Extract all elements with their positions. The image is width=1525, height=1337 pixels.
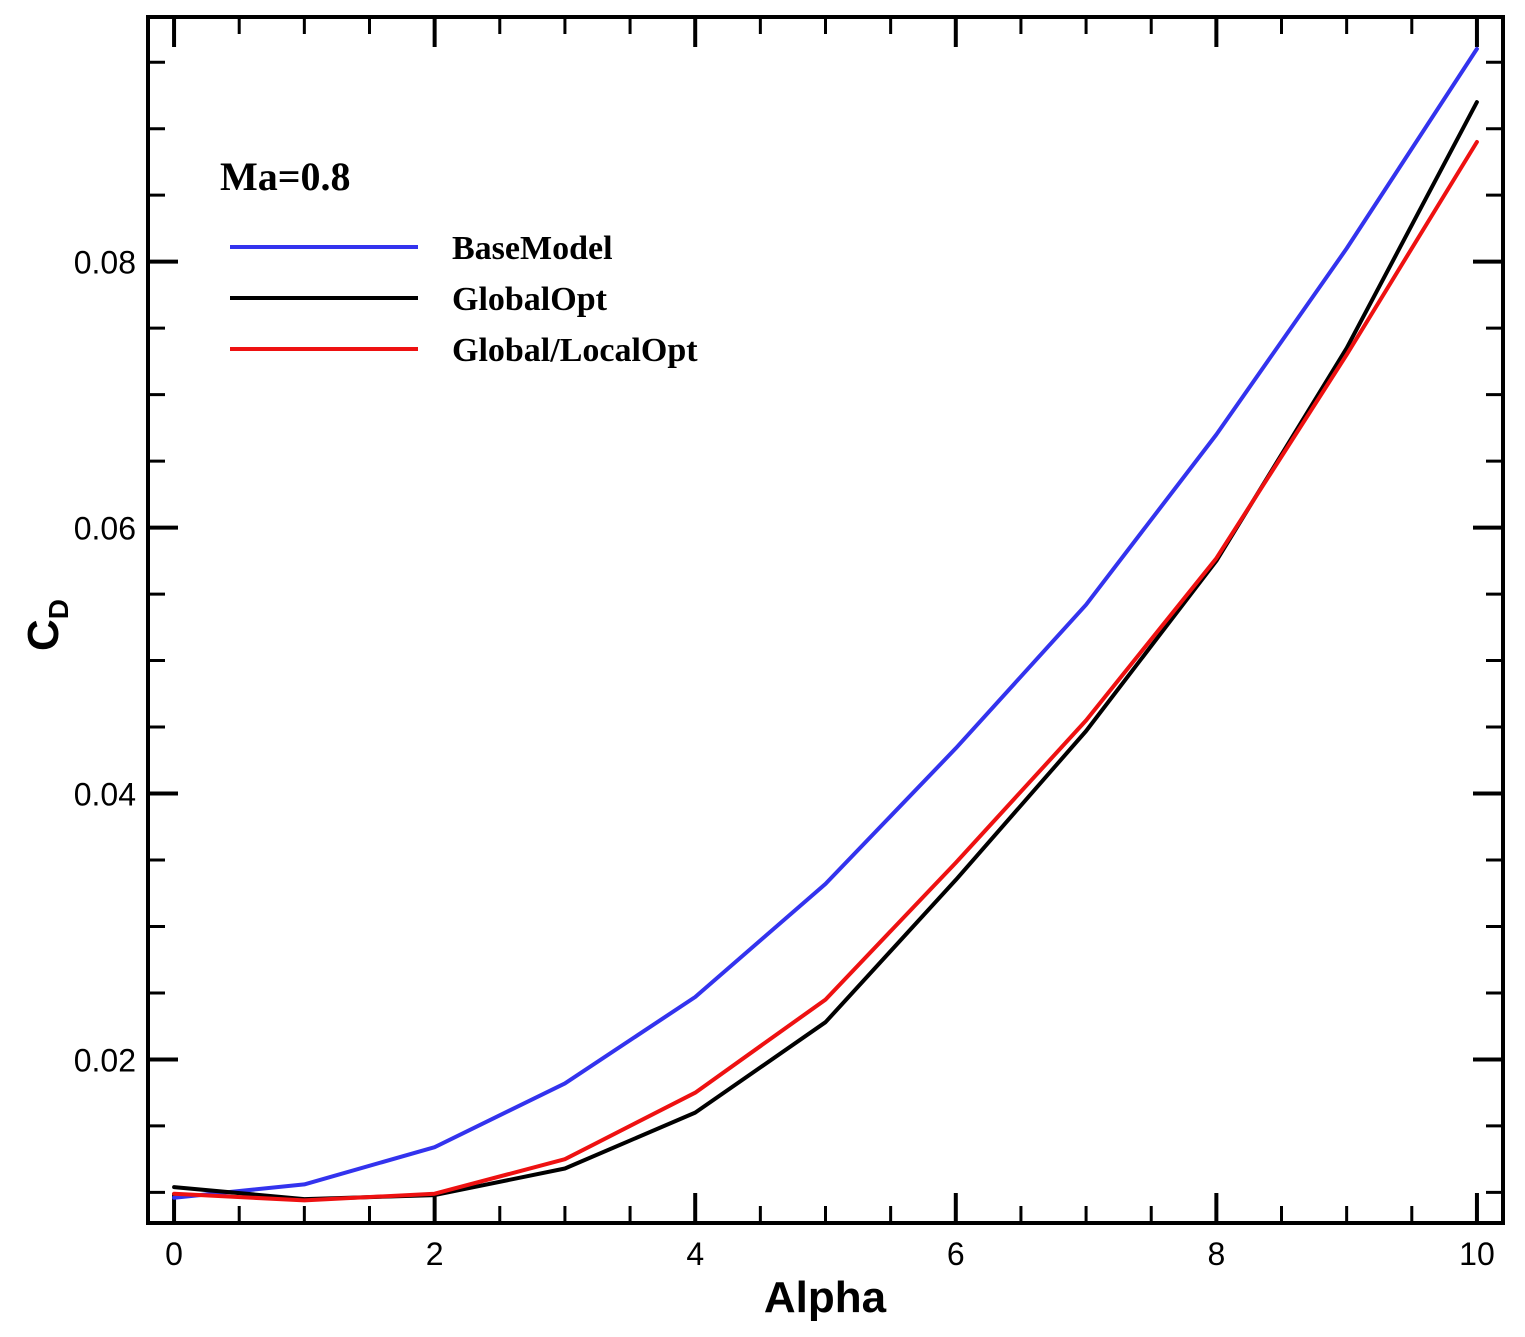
- mach-annotation: Ma=0.8: [220, 154, 351, 199]
- x-tick-label: 2: [426, 1236, 444, 1272]
- y-ticks: 0.02 0.04 0.06 0.08: [74, 60, 1503, 1194]
- series-group: [172, 46, 1479, 1203]
- x-axis-title: Alpha: [764, 1273, 887, 1322]
- legend-label: GlobalOpt: [452, 281, 608, 318]
- y-axis-title-main: C: [19, 619, 68, 651]
- y-axis-title-sub: D: [43, 599, 74, 619]
- svg-text:CD: CD: [19, 599, 74, 651]
- x-tick-label: 10: [1459, 1236, 1495, 1272]
- series-line-basemodel: [172, 46, 1479, 1200]
- y-tick-label: 0.08: [74, 245, 136, 281]
- x-ticks: 0 2 4 6 8 10: [165, 17, 1495, 1272]
- plot-frame: [146, 15, 1505, 1225]
- legend-label: BaseModel: [452, 230, 613, 267]
- legend: BaseModel GlobalOpt Global/LocalOpt: [230, 230, 698, 369]
- series-line-globalopt: [172, 100, 1479, 1202]
- x-tick-label: 6: [947, 1236, 965, 1272]
- y-tick-label: 0.04: [74, 777, 136, 813]
- x-tick-label: 8: [1207, 1236, 1225, 1272]
- series-line-global-localopt: [172, 140, 1479, 1203]
- x-tick-label: 0: [165, 1236, 183, 1272]
- y-axis-title: CD: [19, 599, 74, 651]
- legend-label: Global/LocalOpt: [452, 332, 698, 369]
- x-tick-label: 4: [686, 1236, 704, 1272]
- y-tick-label: 0.02: [74, 1042, 136, 1078]
- y-tick-label: 0.06: [74, 511, 136, 547]
